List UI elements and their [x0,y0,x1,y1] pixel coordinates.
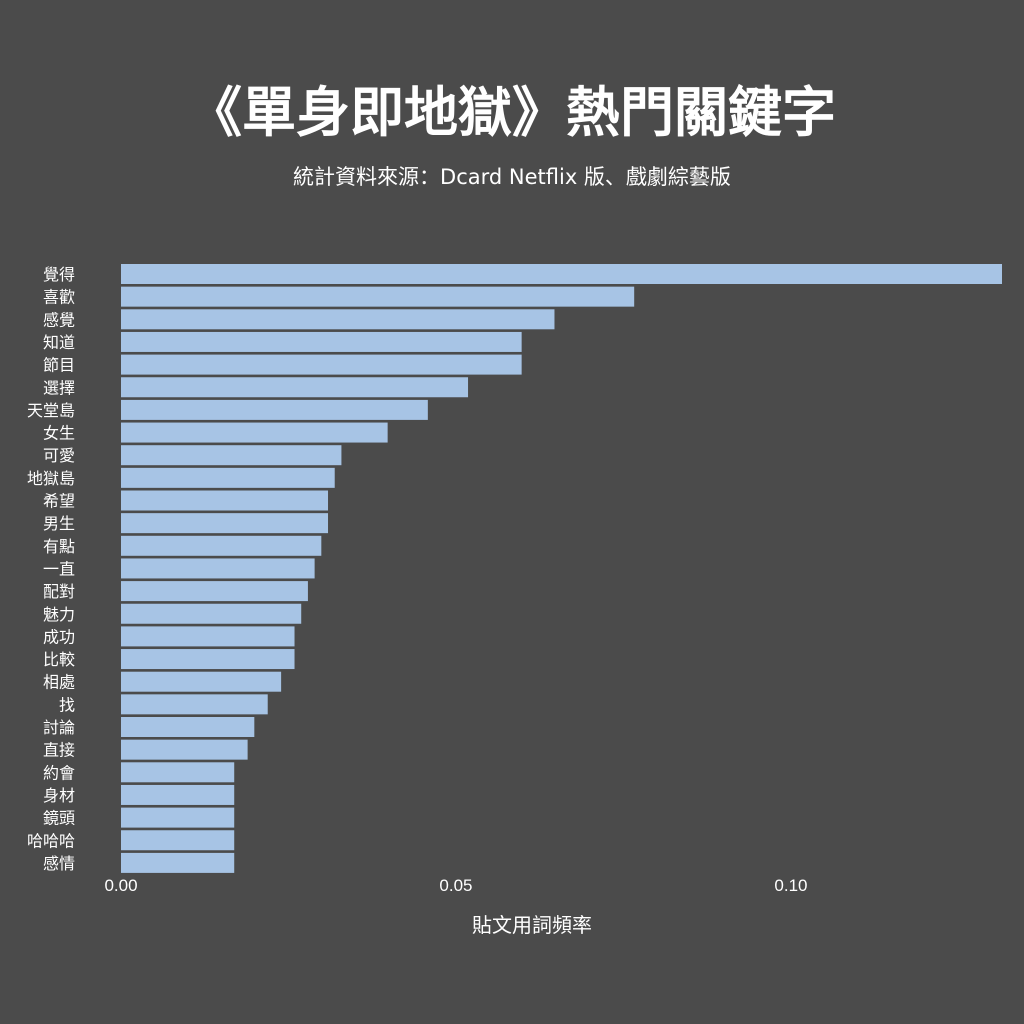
category-label: 知道 [43,333,75,352]
category-label: 喜歡 [43,288,75,307]
bars-group [121,264,1002,873]
bar [121,649,295,670]
category-label: 配對 [43,582,75,601]
bar [121,354,522,375]
bar [121,377,469,398]
bar [121,852,235,873]
category-label: 直接 [43,741,75,760]
chart-subtitle: 統計資料來源：Dcard Netflix 版、戲劇綜藝版 [293,165,731,189]
category-label: 感情 [43,854,75,873]
category-label: 成功 [43,627,75,646]
x-tick-labels-group: 0.00 0.05 0.10 [104,876,807,895]
bar [121,717,255,737]
bar [121,309,555,330]
category-label: 找 [59,695,75,714]
bar [121,603,302,624]
category-label: 男生 [43,514,75,533]
bar [121,694,268,715]
bar [121,807,235,828]
category-label: 選擇 [43,378,75,397]
bar [121,762,235,783]
category-label: 希望 [43,492,75,511]
chart-title: 《單身即地獄》熱門關鍵字 [188,81,836,144]
category-label: 身材 [43,786,75,805]
category-label: 約會 [43,763,75,782]
category-label: 哈哈哈 [27,831,75,850]
bar [121,830,235,851]
category-label: 節目 [43,356,75,375]
bar [121,671,282,692]
bar [121,558,315,579]
bar [121,445,342,466]
category-label: 可愛 [43,446,75,465]
bar [121,264,1002,284]
x-tick-label: 0.05 [439,876,472,895]
category-label: 相處 [43,673,75,692]
category-label: 鏡頭 [43,809,75,828]
bar [121,739,248,760]
bar [121,581,308,602]
bar [121,784,235,805]
category-label: 比較 [43,650,75,669]
bar [121,513,329,534]
category-label: 有點 [43,537,75,556]
bar [121,626,295,647]
category-label: 地獄島 [27,469,75,488]
category-label: 天堂島 [27,401,75,420]
category-labels-group: 覺得喜歡感覺知道節目選擇天堂島女生可愛地獄島希望男生有點一直配對魅力成功比較相處… [27,265,75,873]
category-label: 女生 [43,424,75,443]
x-tick-label: 0.10 [774,876,807,895]
bar [121,422,388,443]
bar [121,535,322,556]
category-label: 魅力 [43,605,75,624]
category-label: 一直 [43,559,75,578]
bar [121,286,635,307]
category-label: 討論 [43,718,75,737]
x-tick-label: 0.00 [104,876,137,895]
category-label: 感覺 [43,310,75,329]
category-label: 覺得 [43,265,75,284]
x-axis-label: 貼文用詞頻率 [472,913,592,937]
bar [121,331,522,352]
bar [121,399,428,420]
bar [121,490,329,511]
bar [121,467,335,488]
